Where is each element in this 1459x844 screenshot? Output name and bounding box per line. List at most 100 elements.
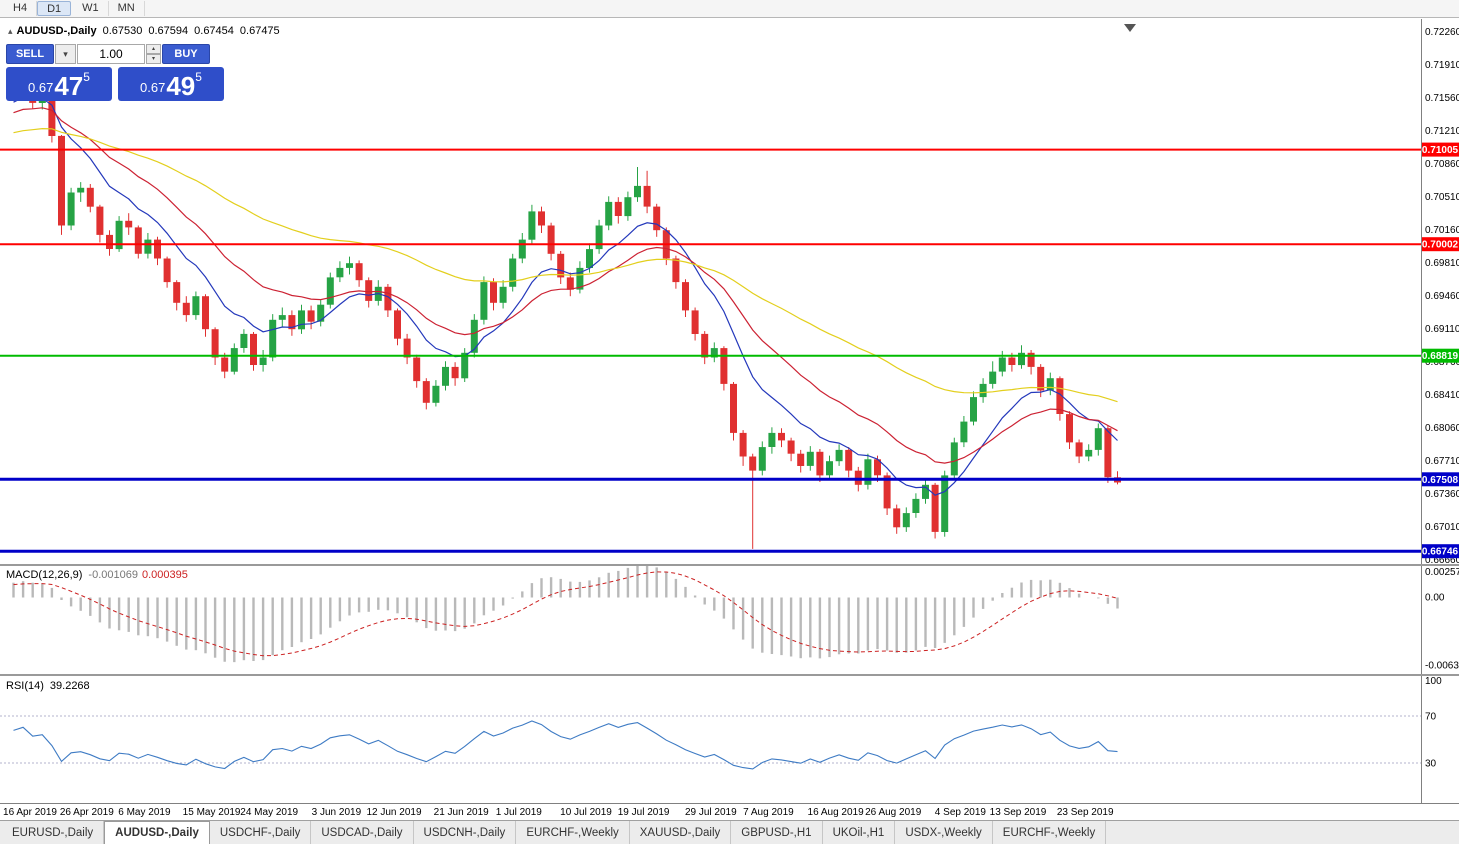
date-axis[interactable]: 16 Apr 2019 26 Apr 2019 6 May 2019 15 May 2…	[0, 803, 1459, 820]
date-label: 12 Jun 2019	[366, 807, 422, 818]
date-label: 13 Sep 2019	[989, 807, 1047, 818]
buy-button[interactable]: BUY	[162, 44, 210, 64]
svg-text:0.70160: 0.70160	[1425, 225, 1459, 236]
candles	[10, 70, 1121, 549]
svg-text:0.72260: 0.72260	[1425, 27, 1459, 38]
svg-text:0.67010: 0.67010	[1425, 522, 1459, 533]
date-label: 3 Jun 2019	[311, 807, 362, 818]
main-price-chart[interactable]: 0.72260 0.71910 0.71560 0.71210 0.70860 0.705…	[0, 19, 1459, 564]
date-label: 26 Apr 2019	[59, 807, 114, 818]
macd-label: MACD(12,26,9) -0.001069 0.000395	[6, 569, 188, 581]
sell-price-sup: 5	[83, 70, 90, 84]
chart-tab-eurusd-daily[interactable]: EURUSD-,Daily	[2, 821, 105, 844]
svg-text:-0.006324: -0.006324	[1425, 661, 1459, 672]
sell-button[interactable]: SELL	[6, 44, 54, 64]
price-level-tag	[1421, 472, 1459, 487]
sell-price-display[interactable]: 0.67 47 5	[6, 67, 112, 101]
date-label: 24 May 2019	[240, 807, 299, 818]
timeframe-button-w1[interactable]: W1	[73, 1, 109, 16]
top-toolbar: H4 D1 W1 MN	[0, 0, 1459, 18]
chart-tab-usdchf-daily[interactable]: USDCHF-,Daily	[210, 821, 312, 844]
chart-tab-gbpusd-h1[interactable]: GBPUSD-,H1	[731, 821, 823, 844]
chart-ohlc-header: ▴ AUDUSD-,Daily 0.67530 0.67594 0.67454 0.674…	[8, 25, 286, 37]
rsi-indicator-panel[interactable]: 100 70 30	[0, 676, 1459, 803]
moving-average-55	[13, 127, 1118, 403]
svg-text:0.67710: 0.67710	[1425, 456, 1459, 467]
price-level-tag	[1421, 348, 1459, 363]
chart-tab-usdx-weekly[interactable]: USDX-,Weekly	[895, 821, 993, 844]
svg-text:0.67508: 0.67508	[1422, 475, 1459, 486]
svg-text:0.71910: 0.71910	[1425, 60, 1459, 71]
date-label: 16 Aug 2019	[807, 807, 864, 818]
buy-price-display[interactable]: 0.67 49 5	[118, 67, 224, 101]
chart-tab-usdcnh-daily[interactable]: USDCNH-,Daily	[414, 821, 517, 844]
date-label: 29 Jul 2019	[684, 807, 737, 818]
price-axis-labels: 0.72260 0.71910 0.71560 0.71210 0.70860 0.705…	[1425, 27, 1459, 564]
volume-input[interactable]	[77, 44, 145, 64]
svg-text:0.71005: 0.71005	[1422, 145, 1459, 156]
date-label: 10 Jul 2019	[560, 807, 612, 818]
rsi-label: RSI(14) 39.2268	[6, 680, 90, 692]
chart-window: 0.72260 0.71910 0.71560 0.71210 0.70860 0.705…	[0, 19, 1459, 820]
svg-text:100: 100	[1425, 676, 1442, 687]
spin-down-icon[interactable]: ▾	[146, 54, 161, 64]
macd-histogram	[12, 566, 1119, 663]
date-label: 26 Aug 2019	[865, 807, 922, 818]
chart-tab-usdcad-daily[interactable]: USDCAD-,Daily	[311, 821, 414, 844]
svg-text:0.70002: 0.70002	[1422, 240, 1459, 251]
buy-price-prefix: 0.67	[140, 80, 166, 95]
close-value: 0.67475	[239, 25, 280, 37]
date-label: 4 Sep 2019	[934, 807, 986, 818]
low-value: 0.67454	[194, 25, 234, 37]
macd-main-value: -0.001069	[88, 569, 138, 581]
macd-indicator-panel[interactable]: 0.002574 0.00 -0.006324	[0, 566, 1459, 674]
chart-tab-audusd-daily[interactable]: AUDUSD-,Daily	[104, 821, 210, 844]
svg-text:30: 30	[1425, 759, 1437, 770]
svg-text:0.69810: 0.69810	[1425, 258, 1459, 269]
date-label: 1 Jul 2019	[495, 807, 542, 818]
timeframe-button-mn[interactable]: MN	[109, 1, 145, 16]
moving-average-10	[13, 96, 1118, 496]
chevron-down-icon: ▾	[63, 49, 68, 59]
spin-up-icon[interactable]: ▴	[146, 44, 161, 54]
chart-tab-ukoil-h1[interactable]: UKOil-,H1	[823, 821, 896, 844]
svg-text:0.70510: 0.70510	[1425, 192, 1459, 203]
svg-text:0.66746: 0.66746	[1422, 547, 1459, 558]
timeframe-button-h4[interactable]: H4	[4, 1, 38, 16]
chart-shift-marker[interactable]	[1124, 24, 1136, 32]
svg-text:0.002574: 0.002574	[1425, 567, 1459, 578]
svg-text:0.68060: 0.68060	[1425, 423, 1459, 434]
svg-text:0.68410: 0.68410	[1425, 390, 1459, 401]
rsi-value: 39.2268	[49, 680, 90, 692]
svg-text:0.69460: 0.69460	[1425, 291, 1459, 302]
rsi-name: RSI(14)	[6, 680, 44, 692]
date-label: 21 Jun 2019	[433, 807, 489, 818]
macd-signal-line	[13, 571, 1118, 657]
price-level-tag	[1421, 142, 1459, 157]
timeframe-button-d1[interactable]: D1	[37, 1, 72, 16]
date-label: 23 Sep 2019	[1056, 807, 1114, 818]
sell-price-prefix: 0.67	[28, 80, 54, 95]
price-level-tag	[1421, 544, 1459, 559]
chart-tab-eurchf-weekly[interactable]: EURCHF-,Weekly	[993, 821, 1107, 844]
volume-dropdown-button[interactable]: ▾	[55, 44, 76, 64]
moving-average-21	[13, 107, 1118, 464]
panel-splitter[interactable]	[0, 674, 1459, 676]
macd-name: MACD(12,26,9)	[6, 569, 83, 581]
svg-text:0.71560: 0.71560	[1425, 93, 1459, 104]
chart-tab-xauusd-daily[interactable]: XAUUSD-,Daily	[630, 821, 732, 844]
high-value: 0.67594	[148, 25, 189, 37]
chart-tab-bar: EURUSD-,Daily AUDUSD-,Daily USDCHF-,Daily U…	[0, 820, 1459, 844]
rsi-line	[13, 720, 1118, 770]
collapse-arrow-icon[interactable]: ▴	[8, 26, 13, 36]
panel-splitter[interactable]	[0, 564, 1459, 566]
date-label: 6 May 2019	[118, 807, 171, 818]
svg-text:0.68819: 0.68819	[1422, 351, 1459, 362]
svg-text:0.71210: 0.71210	[1425, 126, 1459, 137]
svg-text:0.00: 0.00	[1425, 593, 1445, 604]
svg-text:0.66660: 0.66660	[1425, 555, 1459, 564]
svg-text:0.69110: 0.69110	[1425, 324, 1459, 335]
date-label: 16 Apr 2019	[3, 807, 57, 818]
chart-tab-eurchf-weekly[interactable]: EURCHF-,Weekly	[516, 821, 630, 844]
